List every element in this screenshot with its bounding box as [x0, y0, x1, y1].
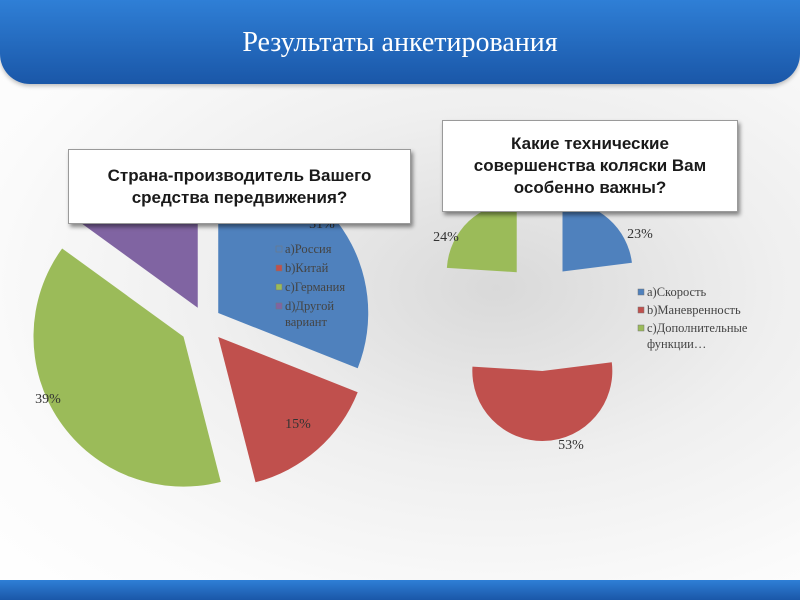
chart1-legend-swatch [275, 245, 283, 253]
chart2-legend-entry: a)Скорость [647, 285, 707, 299]
footer-bar [0, 580, 800, 600]
chart2-slice-1 [562, 201, 632, 272]
chart1-legend: a)Россия b)Китай c)Германия d)Другой вариант [275, 242, 345, 329]
chart2-legend-swatch [637, 288, 645, 296]
chart1-legend-entry: вариант [285, 315, 327, 329]
chart1-legend-entry: b)Китай [285, 261, 329, 275]
chart2-legend-swatch [637, 306, 645, 314]
chart2-data-label: 53% [558, 438, 584, 453]
chart1-legend-swatch [275, 302, 283, 310]
chart2-question-line: совершенства коляски Вам [473, 156, 707, 175]
chart2-data-label: 24% [433, 230, 459, 245]
chart1-legend-entry: d)Другой [285, 299, 334, 313]
title-bar: Результаты анкетирования [0, 0, 800, 84]
chart1-legend-swatch [275, 264, 283, 272]
chart1-question-box: Страна-производитель Вашего средства пер… [68, 149, 411, 224]
chart1-question-line: Страна-производитель Вашего [107, 165, 372, 185]
chart1-data-label: 39% [35, 392, 61, 407]
chart1-slice-3 [33, 248, 221, 487]
chart1-legend-entry: c)Германия [285, 280, 345, 294]
chart2-slice-2 [472, 362, 613, 441]
chart2-legend-swatch [637, 324, 645, 332]
chart1-legend-swatch [275, 283, 283, 291]
chart1-data-label: 15% [285, 417, 311, 432]
chart1-question-line: средства передвижения? [131, 187, 348, 207]
chart2-legend-entry: b)Маневренность [647, 303, 741, 317]
chart1-legend-entry: a)Россия [285, 242, 332, 256]
chart2-question-line: Какие технические [511, 134, 669, 153]
chart2-data-label: 23% [627, 227, 653, 242]
chart2-question-box: Какие технические совершенства коляски В… [442, 120, 738, 212]
chart2-pie [446, 201, 632, 441]
chart2-slice-3 [446, 202, 517, 273]
chart2-legend-entry: функции… [647, 337, 706, 351]
chart2-legend-entry: c)Дополнительные [647, 321, 748, 335]
slide-title: Результаты анкетирования [242, 27, 558, 58]
chart2-legend: a)Скорость b)Маневренность c)Дополнительны… [637, 285, 748, 351]
chart1-slice-2 [218, 337, 358, 483]
chart2-question-line: особенно важны? [513, 178, 667, 197]
